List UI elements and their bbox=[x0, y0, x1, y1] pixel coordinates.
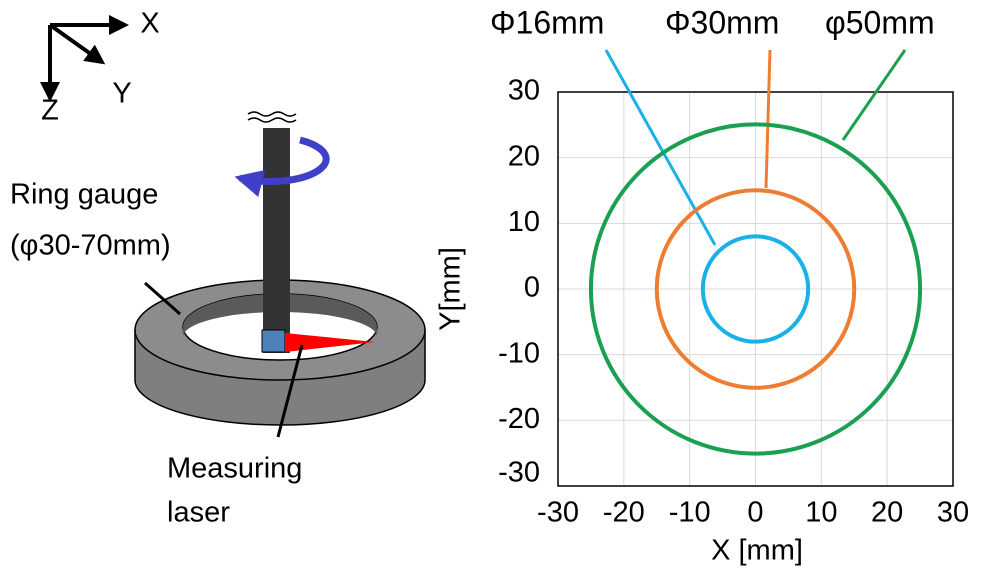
laser-label: Measuring bbox=[167, 453, 302, 485]
shaft bbox=[263, 128, 290, 353]
legend-label: Φ30mm bbox=[665, 4, 779, 40]
x-axis-title: X [mm] bbox=[711, 535, 803, 567]
x-tick-label: -20 bbox=[603, 497, 645, 529]
y-tick-label: -30 bbox=[498, 457, 540, 489]
y-tick-label: 10 bbox=[508, 206, 540, 238]
axis-label: Z bbox=[41, 95, 59, 127]
ring-size: (φ30-70mm) bbox=[10, 230, 171, 262]
chart: X [mm] Y[mm] -30 -20 -10 0 10 20 30 -30 -20 -10 0 1… bbox=[435, 4, 969, 566]
laser-label: laser bbox=[167, 497, 230, 529]
figure: X Y Z Ring gauge (φ30-70mm) Measuring la… bbox=[0, 0, 981, 578]
y-tick-label: 0 bbox=[524, 272, 540, 304]
y-tick-label: 20 bbox=[508, 140, 540, 172]
y-tick-label: -20 bbox=[498, 403, 540, 435]
y-axis-title: Y[mm] bbox=[435, 247, 467, 331]
break-mark bbox=[248, 112, 296, 122]
sensor bbox=[262, 330, 285, 352]
axis-label: Y bbox=[112, 78, 131, 110]
ring-label: Ring gauge bbox=[10, 179, 158, 211]
x-tick-label: 0 bbox=[747, 497, 763, 529]
axis-label: X bbox=[140, 8, 159, 40]
legend-label: φ50mm bbox=[825, 4, 935, 40]
y-arrow bbox=[50, 25, 102, 62]
legend-label: Φ16mm bbox=[490, 4, 604, 40]
x-tick-label: 30 bbox=[937, 497, 969, 529]
y-tick-label: 30 bbox=[508, 75, 540, 107]
y-tick-label: -10 bbox=[498, 337, 540, 369]
x-tick-label: 20 bbox=[871, 497, 903, 529]
x-tick-label: -30 bbox=[537, 497, 579, 529]
x-tick-label: 10 bbox=[805, 497, 837, 529]
x-tick-label: -10 bbox=[669, 497, 711, 529]
diagram: X Y Z Ring gauge (φ30-70mm) Measuring la… bbox=[10, 8, 425, 529]
